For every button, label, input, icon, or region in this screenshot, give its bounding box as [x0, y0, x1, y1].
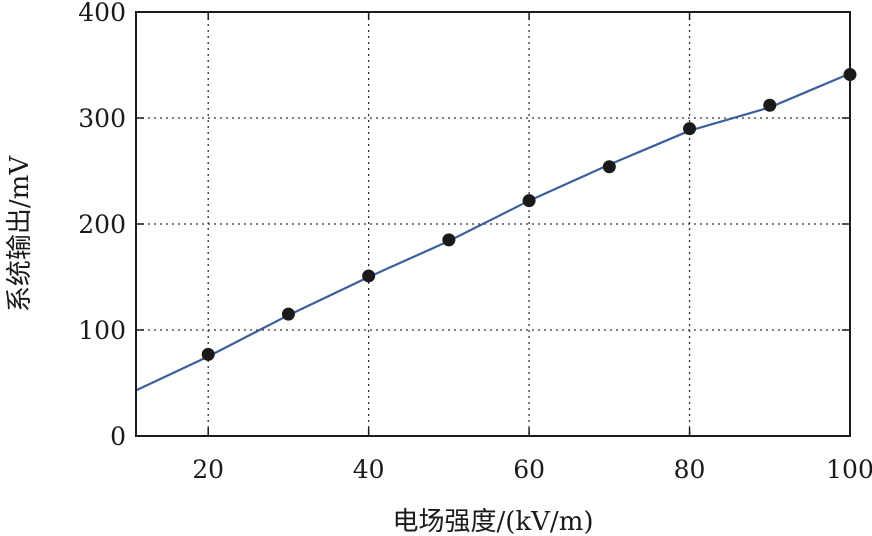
data-point: [281, 307, 295, 321]
x-tick-label: 60: [513, 455, 545, 484]
fit-line: [135, 72, 851, 392]
data-point: [763, 98, 777, 112]
data-points: [201, 68, 857, 361]
y-tick-label: 300: [78, 104, 126, 133]
data-point: [201, 347, 215, 361]
grid: [136, 11, 851, 437]
data-point: [522, 194, 536, 208]
x-axis-ticks: 20 40 60 80 100: [192, 12, 872, 484]
x-axis-title: 电场强度/(kV/m): [393, 507, 594, 536]
data-point: [442, 233, 456, 247]
data-point: [683, 122, 697, 136]
x-tick-label: 40: [353, 455, 385, 484]
data-point: [362, 269, 376, 283]
y-axis-ticks: 0 100 200 300 400: [78, 0, 850, 451]
fit-line-layer: [135, 72, 851, 392]
y-tick-label: 0: [110, 422, 126, 451]
data-point: [602, 160, 616, 174]
y-axis-title: 系统输出/mV: [5, 155, 35, 312]
x-tick-label: 20: [192, 455, 224, 484]
y-tick-label: 200: [78, 210, 126, 239]
x-tick-label: 100: [826, 455, 872, 484]
y-tick-label: 100: [78, 316, 126, 345]
x-tick-label: 80: [674, 455, 706, 484]
y-tick-label: 400: [78, 0, 126, 27]
